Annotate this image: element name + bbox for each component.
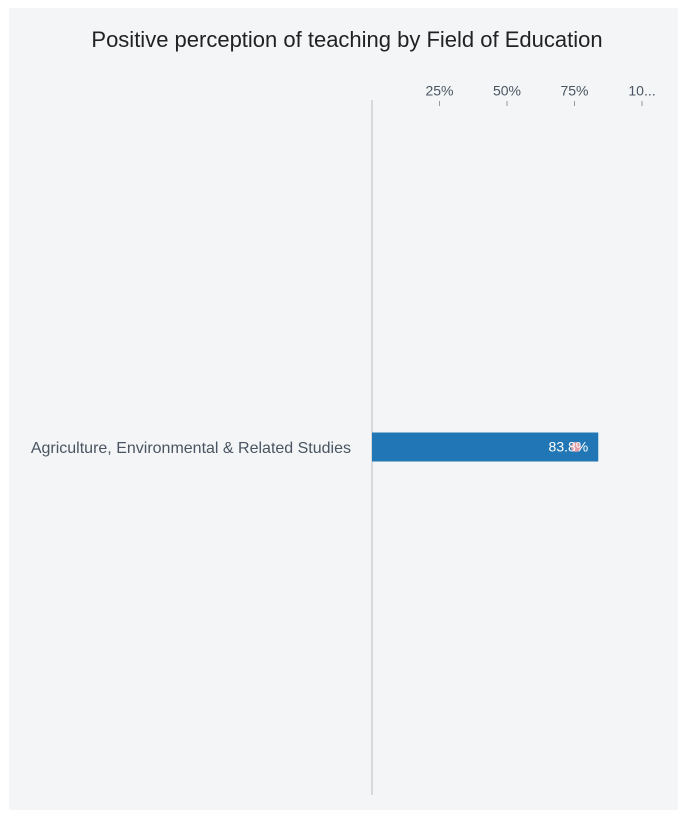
chart-title: Positive perception of teaching by Field… — [91, 27, 602, 52]
x-tick-label: 50% — [493, 83, 521, 99]
x-tick-label: 75% — [560, 83, 588, 99]
value-label: 83.8% — [549, 439, 589, 455]
x-tick-label: 10... — [628, 83, 655, 99]
x-tick-label: 25% — [425, 83, 453, 99]
bar — [372, 432, 599, 462]
panel — [9, 8, 678, 810]
reference-marker — [570, 442, 581, 452]
y-tick-label: Agriculture, Environmental & Related Stu… — [30, 440, 351, 457]
